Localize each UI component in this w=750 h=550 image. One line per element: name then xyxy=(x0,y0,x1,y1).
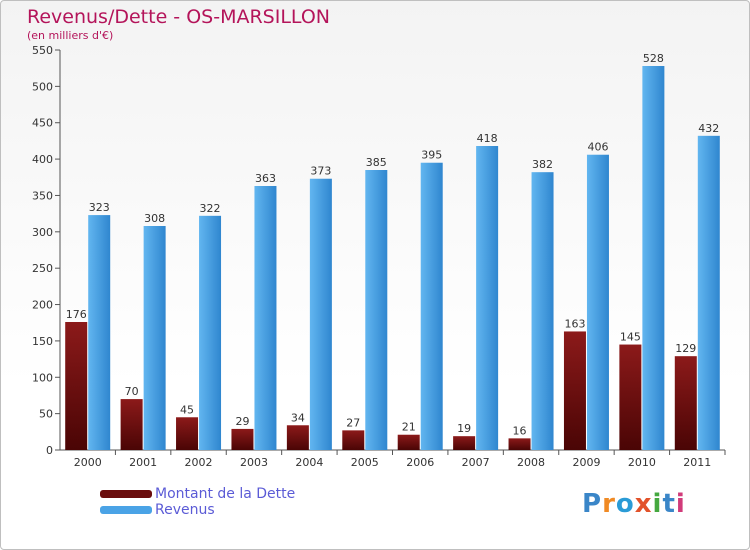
legend-item-revenus: Revenus xyxy=(100,502,295,518)
value-label-revenus: 322 xyxy=(200,202,221,215)
proxiti-logo: Proxiti xyxy=(582,489,686,519)
bar-dette xyxy=(176,417,199,450)
y-tick-label: 350 xyxy=(32,189,53,202)
bar-revenus xyxy=(586,154,609,450)
x-tick-label: 2006 xyxy=(406,456,434,469)
value-label-revenus: 385 xyxy=(366,156,387,169)
bar-revenus xyxy=(199,215,222,450)
bar-revenus xyxy=(476,146,499,450)
bar-revenus xyxy=(697,135,720,450)
x-tick-label: 2007 xyxy=(462,456,490,469)
chart-axes: 0 50 100 150 200 250 300 350 400 450 500 550 2000 200… xyxy=(32,44,726,469)
y-tick-label: 300 xyxy=(32,226,53,239)
bar-revenus xyxy=(143,226,166,450)
chart-bars xyxy=(65,66,720,450)
value-label-dette: 145 xyxy=(620,331,641,344)
chart-title: Revenus/Dette - OS-MARSILLON xyxy=(27,6,330,28)
logo-letter: P xyxy=(582,489,603,519)
y-tick-label: 550 xyxy=(32,44,53,57)
value-label-revenus: 323 xyxy=(89,201,110,214)
value-label-revenus: 363 xyxy=(255,172,276,185)
bar-revenus xyxy=(365,170,388,450)
logo-letter: r xyxy=(602,489,616,519)
y-tick-label: 0 xyxy=(46,444,53,457)
y-tick-label: 150 xyxy=(32,335,53,348)
logo-letter: x xyxy=(634,489,653,519)
bar-dette xyxy=(120,399,143,450)
bar-dette xyxy=(231,428,254,450)
value-label-dette: 163 xyxy=(564,317,585,330)
value-label-dette: 21 xyxy=(402,421,416,434)
legend-swatch-revenus xyxy=(100,506,152,514)
x-tick-label: 2010 xyxy=(628,456,656,469)
y-tick-label: 450 xyxy=(32,117,53,130)
value-label-dette: 45 xyxy=(180,403,194,416)
bar-dette xyxy=(619,344,642,450)
value-label-dette: 19 xyxy=(457,422,471,435)
bar-dette xyxy=(397,434,420,450)
x-tick-label: 2008 xyxy=(517,456,545,469)
value-label-dette: 129 xyxy=(675,342,696,355)
value-label-revenus: 418 xyxy=(477,132,498,145)
bar-dette xyxy=(674,356,697,450)
bar-dette xyxy=(508,438,531,450)
bar-revenus xyxy=(309,178,332,450)
legend-label-debt: Montant de la Dette xyxy=(155,486,296,502)
bar-dette xyxy=(65,322,88,450)
logo-letter: i xyxy=(675,489,686,519)
value-label-dette: 176 xyxy=(66,308,87,321)
logo-letter: o xyxy=(615,489,635,519)
bar-revenus xyxy=(642,66,665,450)
x-tick-label: 2001 xyxy=(129,456,157,469)
bar-dette xyxy=(286,425,309,450)
value-label-dette: 34 xyxy=(291,411,305,424)
x-tick-label: 2003 xyxy=(240,456,268,469)
x-tick-label: 2005 xyxy=(351,456,379,469)
value-label-revenus: 373 xyxy=(310,165,331,178)
y-tick-label: 400 xyxy=(32,153,53,166)
value-label-dette: 27 xyxy=(346,416,360,429)
legend-label-revenus: Revenus xyxy=(155,502,215,518)
x-tick-label: 2000 xyxy=(74,456,102,469)
value-label-revenus: 308 xyxy=(144,212,165,225)
value-label-revenus: 432 xyxy=(698,122,719,135)
value-label-revenus: 528 xyxy=(643,52,664,65)
value-label-dette: 16 xyxy=(513,424,527,437)
bar-revenus xyxy=(531,172,554,450)
x-tick-label: 2009 xyxy=(572,456,600,469)
value-label-revenus: 395 xyxy=(421,149,442,162)
value-label-dette: 29 xyxy=(235,415,249,428)
y-tick-label: 50 xyxy=(39,408,53,421)
legend: Montant de la Dette Revenus xyxy=(100,486,295,518)
value-label-revenus: 382 xyxy=(532,158,553,171)
y-tick-label: 100 xyxy=(32,371,53,384)
bar-revenus xyxy=(254,186,277,450)
value-label-revenus: 406 xyxy=(587,141,608,154)
y-tick-label: 250 xyxy=(32,262,53,275)
bar-dette xyxy=(453,436,476,450)
x-tick-label: 2004 xyxy=(295,456,323,469)
legend-swatch-debt xyxy=(100,490,152,498)
bar-dette xyxy=(342,430,365,450)
y-tick-label: 500 xyxy=(32,80,53,93)
chart-subtitle: (en milliers d'€) xyxy=(27,29,114,42)
logo-letter: i xyxy=(652,489,663,519)
legend-item-debt: Montant de la Dette xyxy=(100,486,295,502)
bar-dette xyxy=(563,331,586,450)
logo-letter: t xyxy=(662,489,676,519)
x-tick-label: 2011 xyxy=(683,456,711,469)
bar-revenus xyxy=(88,215,111,450)
x-tick-label: 2002 xyxy=(185,456,213,469)
chart-value-labels: 176 323 70 308 45 322 29 363 34 373 27 385 21 395 19 41… xyxy=(66,52,720,437)
value-label-dette: 70 xyxy=(125,385,139,398)
bar-revenus xyxy=(420,162,443,450)
y-tick-label: 200 xyxy=(32,299,53,312)
